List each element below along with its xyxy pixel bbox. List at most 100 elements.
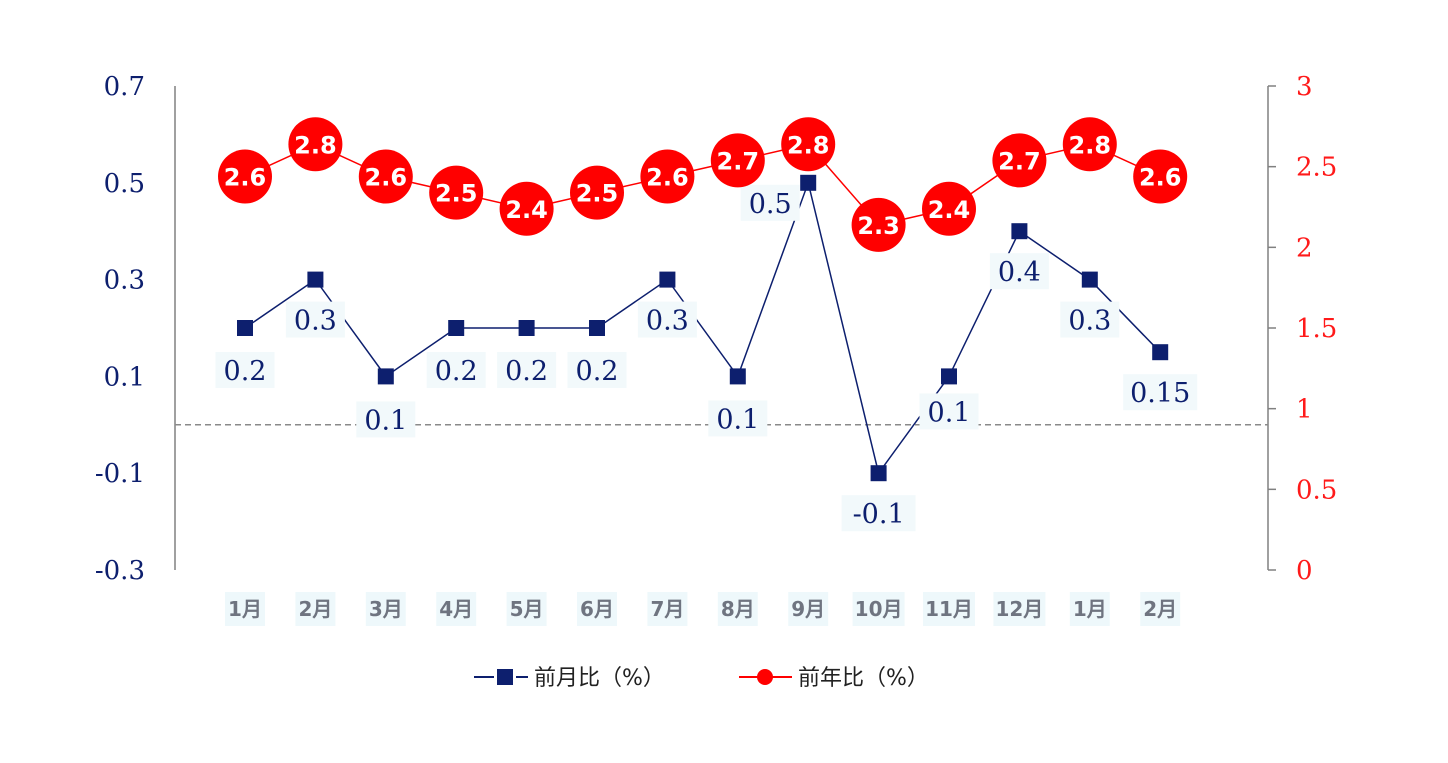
mom-point	[1081, 271, 1098, 288]
yoy-data-label: 2.4	[505, 196, 548, 224]
right-tick-label: 2	[1296, 233, 1313, 263]
category-label-bg	[577, 592, 617, 626]
mom-data-label-bg	[841, 495, 916, 532]
left-tick-label: 0.3	[104, 266, 145, 296]
mom-data-label-bg	[708, 400, 768, 437]
series-mom: 0.2 0.3 0.1 0.2 0.2 0.2 0.3 0.1 0.5 -0.1 0.1 0.4 0.3…	[215, 174, 1198, 532]
legend-item-mom: 前月比（%）	[474, 666, 665, 691]
category-label-bg	[788, 592, 829, 626]
mom-point	[941, 368, 957, 385]
yoy-data-label: 2.5	[435, 180, 478, 208]
category-label-bg	[647, 592, 688, 626]
mom-point	[1152, 344, 1169, 361]
right-tick-label: 0.5	[1296, 475, 1337, 505]
mom-point	[870, 465, 887, 482]
mom-data-label: 0.15	[1130, 378, 1190, 409]
mom-point	[659, 271, 676, 288]
left-tick-label: 0.7	[104, 72, 145, 102]
mom-data-label-bg	[1123, 374, 1198, 411]
mom-point	[448, 320, 465, 336]
mom-data-label: 0.2	[224, 356, 267, 387]
mom-data-label: 0.1	[716, 404, 759, 435]
category-label-bg	[993, 592, 1046, 626]
mom-data-label: 0.1	[928, 397, 971, 428]
category-label-bg	[295, 592, 336, 626]
yoy-point	[781, 117, 836, 172]
category-label: 2月	[1143, 597, 1177, 621]
mom-point	[377, 368, 394, 385]
category-label-bg	[436, 592, 477, 626]
yoy-point	[358, 149, 413, 204]
mom-data-label: 0.2	[435, 356, 478, 387]
yoy-point	[429, 165, 484, 220]
category-label-bg	[225, 592, 265, 626]
legend-yoy-label: 前年比（%）	[798, 666, 929, 691]
left-tick-label: -0.1	[95, 459, 145, 489]
category-label: 11月	[925, 597, 973, 621]
mom-point	[1011, 223, 1028, 240]
category-label: 1月	[228, 597, 262, 621]
mom-point	[237, 320, 253, 336]
category-label: 8月	[721, 597, 755, 621]
mom-point	[589, 320, 605, 336]
left-tick-label: 0.1	[104, 362, 145, 392]
yoy-data-label: 2.5	[576, 180, 619, 208]
yoy-data-label: 2.8	[294, 131, 337, 159]
mom-data-label-bg	[919, 393, 979, 430]
mom-data-label-bg	[426, 352, 486, 388]
category-label: 1月	[1073, 597, 1107, 621]
category-label-bg	[365, 592, 406, 626]
legend-mom-label: 前月比（%）	[534, 666, 665, 691]
yoy-data-label: 2.6	[365, 164, 408, 192]
mom-data-label: 0.1	[364, 405, 407, 436]
category-label: 7月	[650, 597, 684, 621]
mom-data-label-bg	[567, 352, 627, 388]
mom-data-label-bg	[215, 352, 275, 388]
yoy-data-label: 2.8	[1069, 131, 1112, 159]
mom-data-label: 0.4	[998, 257, 1041, 288]
category-label: 6月	[580, 597, 614, 621]
mom-point	[800, 174, 817, 191]
mom-data-label-bg	[285, 301, 345, 338]
mom-data-label: 0.3	[646, 306, 689, 337]
mom-data-label: -0.1	[853, 499, 905, 530]
mom-data-label: 0.5	[749, 189, 792, 220]
mom-data-label-bg	[989, 253, 1049, 290]
category-label: 10月	[855, 597, 903, 621]
yoy-data-label: 2.6	[224, 164, 267, 192]
yoy-data-label: 2.6	[1139, 164, 1182, 192]
mom-data-label-bg	[740, 184, 800, 221]
mom-data-label: 0.3	[1068, 306, 1111, 337]
mom-point	[307, 271, 324, 288]
category-label-bg	[923, 592, 975, 626]
yoy-data-label: 2.8	[787, 131, 830, 159]
right-tick-label: 2.5	[1296, 153, 1337, 183]
yoy-data-label: 2.6	[646, 164, 689, 192]
legend: 前月比（%） 前年比（%）	[474, 666, 929, 691]
yoy-point	[710, 133, 765, 188]
yoy-data-label: 2.4	[928, 196, 971, 224]
yoy-point	[288, 117, 343, 172]
mom-data-label: 0.2	[505, 356, 548, 387]
x-axis-categories: 1月 2月 3月 4月 5月 6月 7月 8月 9月 10月 11月 12月 1月 2月	[225, 592, 1181, 626]
yoy-point	[1062, 117, 1117, 172]
category-label: 4月	[439, 597, 473, 621]
yoy-point	[640, 149, 695, 204]
right-tick-label: 3	[1296, 72, 1313, 102]
legend-item-yoy: 前年比（%）	[739, 666, 929, 691]
category-label: 3月	[369, 597, 403, 621]
yoy-data-label: 2.3	[857, 212, 900, 240]
category-label-bg	[1069, 592, 1110, 626]
series-yoy: 2.6 2.8 2.6 2.5 2.4 2.5 2.6 2.7 2.8 2.3 2.4 2.7 2.8 2…	[218, 117, 1188, 252]
category-label-bg	[506, 592, 547, 626]
mom-data-label-bg	[497, 352, 557, 388]
mom-point	[729, 368, 746, 385]
category-label: 12月	[995, 597, 1043, 621]
yoy-point	[1133, 149, 1188, 204]
category-label-bg	[717, 592, 758, 626]
legend-yoy-marker	[757, 669, 773, 685]
right-y-axis: 3 2.5 2 1.5 1 0.5 0	[1267, 72, 1337, 586]
mom-data-label-bg	[637, 301, 697, 338]
mom-data-label: 0.2	[576, 356, 619, 387]
yoy-data-label: 2.7	[717, 147, 760, 175]
